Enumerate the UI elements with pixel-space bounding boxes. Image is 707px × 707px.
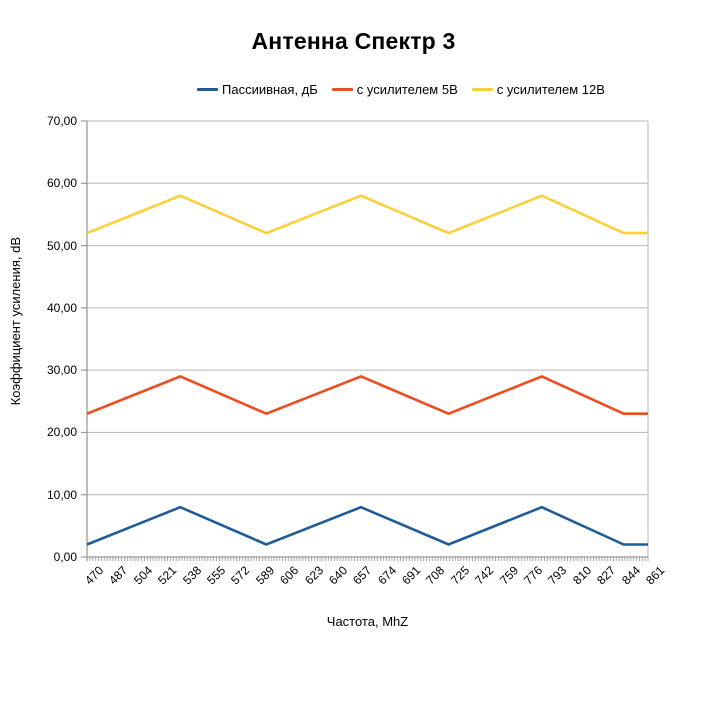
legend-item-label: с усилителем 12В [496, 82, 605, 97]
x-axis-title: Частота, MhZ [326, 614, 409, 629]
legend-item-label: Пассиивная, дБ [222, 82, 318, 97]
y-tick-label: 30,00 [46, 363, 77, 378]
legend-line-swatch [197, 88, 218, 91]
series-line [86, 374, 648, 416]
y-tick-label: 70,00 [46, 114, 77, 128]
chart-title: Антенна Спектр 3 [251, 28, 456, 54]
legend-item: Пассиивная, дБ [197, 82, 318, 97]
series-line [86, 505, 648, 546]
y-tick-label: 40,00 [46, 300, 77, 315]
legend-item: с усилителем 12В [471, 82, 605, 97]
legend-line-swatch [471, 88, 493, 91]
y-axis-title: Коэффициент усиления, dB [8, 237, 23, 406]
legend: Пассиивная, дБ с усилителем 5В с усилите… [197, 82, 605, 97]
series-line [86, 194, 648, 235]
y-tick-label: 0,00 [53, 550, 77, 564]
legend-line-swatch [331, 88, 353, 91]
y-tick-label: 50,00 [46, 238, 77, 253]
y-tick-label: 20,00 [46, 425, 77, 440]
y-tick-label: 10,00 [46, 487, 77, 502]
legend-item-label: с усилителем 5В [356, 82, 458, 97]
y-tick-label: 60,00 [46, 176, 77, 191]
legend-item: с усилителем 5В [331, 82, 458, 97]
